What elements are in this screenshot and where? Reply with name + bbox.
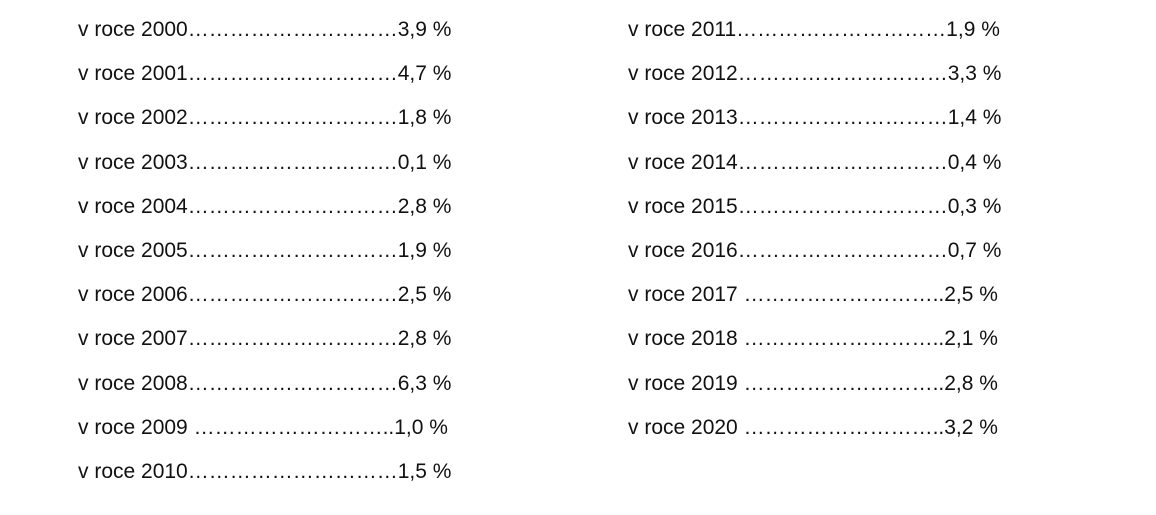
rate-entry-2019: v roce 2019 ………………………..2,8 % [628,371,998,395]
rate-entry-2005: v roce 2005…………………………1,9 % [78,238,452,262]
rate-entry-2018: v roce 2018 ………………………..2,1 % [628,327,998,351]
rate-entry-2006: v roce 2006…………………………2,5 % [78,283,452,307]
rate-entry-2008: v roce 2008…………………………6,3 % [78,371,452,395]
rate-entry-2007: v roce 2007…………………………2,8 % [78,327,452,351]
right-column: v roce 2011…………………………1,9 % v roce 2012……… [628,15,1001,457]
rate-entry-2011: v roce 2011…………………………1,9 % [628,18,1000,41]
rate-entry-2017: v roce 2017 ………………………..2,5 % [628,283,998,307]
rate-entry-2009: v roce 2009 ………………………..1,0 % [78,415,448,439]
rate-entry-2000: v roce 2000…………………………3,9 % [78,18,452,41]
rate-entry-2010: v roce 2010…………………………1,5 % [78,459,452,483]
rate-entry-2013: v roce 2013…………………………1,4 % [628,106,1002,130]
rate-entry-2001: v roce 2001…………………………4,7 % [78,62,452,86]
rate-entry-2014: v roce 2014…………………………0,4 % [628,150,1002,174]
rate-entry-2016: v roce 2016…………………………0,7 % [628,238,1002,262]
rate-entry-2015: v roce 2015…………………………0,3 % [628,194,1002,218]
left-column: v roce 2000…………………………3,9 % v roce 2001……… [78,15,451,501]
rate-entry-2002: v roce 2002…………………………1,8 % [78,106,452,130]
rate-entry-2020: v roce 2020 ………………………..3,2 % [628,415,998,439]
rate-entry-2012: v roce 2012…………………………3,3 % [628,62,1002,86]
rate-entry-2004: v roce 2004…………………………2,8 % [78,194,452,218]
rate-entry-2003: v roce 2003…………………………0,1 % [78,150,452,174]
